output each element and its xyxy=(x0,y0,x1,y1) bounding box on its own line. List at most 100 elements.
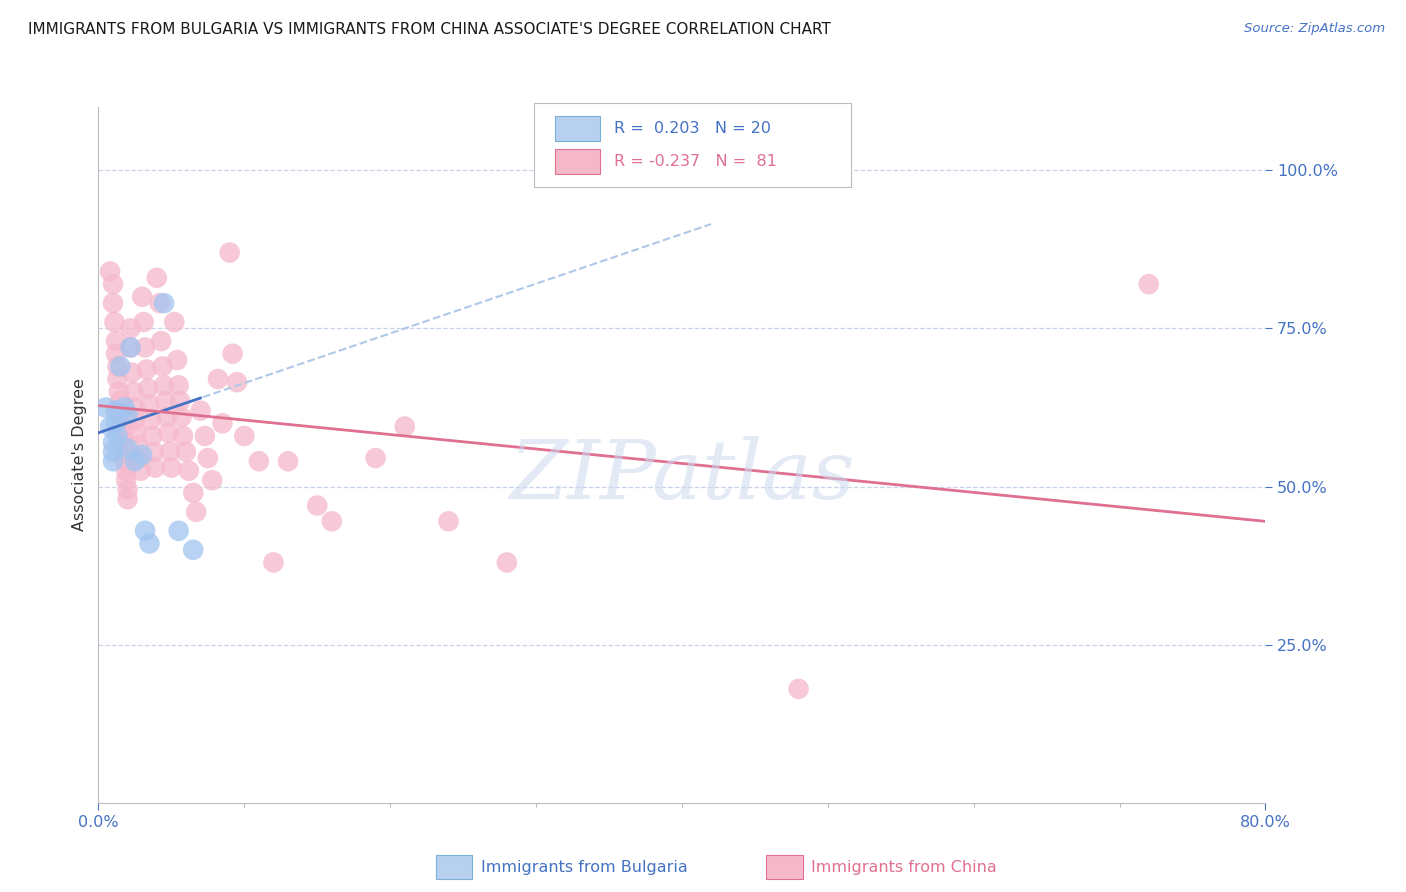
Point xyxy=(307,499,329,513)
Point xyxy=(153,378,176,392)
Text: R = -0.237   N =  81: R = -0.237 N = 81 xyxy=(614,154,778,169)
Point xyxy=(108,384,131,399)
Point xyxy=(1137,277,1160,292)
Point xyxy=(111,417,134,431)
Point xyxy=(114,454,136,468)
Point xyxy=(226,375,249,389)
Point xyxy=(134,340,156,354)
Point xyxy=(94,401,117,415)
Point xyxy=(104,417,127,431)
Point xyxy=(156,409,179,424)
Text: IMMIGRANTS FROM BULGARIA VS IMMIGRANTS FROM CHINA ASSOCIATE'S DEGREE CORRELATION: IMMIGRANTS FROM BULGARIA VS IMMIGRANTS F… xyxy=(28,22,831,37)
Point xyxy=(114,444,136,458)
Point xyxy=(112,435,135,450)
Point xyxy=(181,542,204,557)
Point xyxy=(143,460,166,475)
Point xyxy=(120,321,142,335)
Point xyxy=(277,454,299,468)
Point xyxy=(495,556,517,570)
Point xyxy=(122,384,145,399)
Point xyxy=(105,359,128,374)
Point xyxy=(186,505,208,519)
Point xyxy=(159,444,181,458)
Point xyxy=(152,359,174,374)
Point xyxy=(98,419,121,434)
Point xyxy=(166,353,188,368)
Point xyxy=(167,378,190,392)
Point xyxy=(129,464,152,478)
Point xyxy=(181,486,204,500)
Point xyxy=(124,413,146,427)
Point xyxy=(136,382,159,396)
Point xyxy=(121,366,143,380)
Point xyxy=(128,451,150,466)
Point xyxy=(247,454,270,468)
Point xyxy=(787,681,810,696)
Point xyxy=(117,492,139,507)
Text: R =  0.203   N = 20: R = 0.203 N = 20 xyxy=(614,121,772,136)
Point xyxy=(124,401,146,415)
Point xyxy=(149,296,172,310)
Point xyxy=(134,524,156,538)
Point xyxy=(131,290,153,304)
Point xyxy=(110,394,132,409)
Point xyxy=(437,514,460,528)
Point xyxy=(160,460,183,475)
Point xyxy=(157,425,180,440)
Point xyxy=(105,372,128,386)
Point xyxy=(110,359,132,374)
Point xyxy=(112,425,135,440)
Point xyxy=(114,401,136,415)
Point xyxy=(101,296,124,310)
Point xyxy=(104,334,127,348)
Point xyxy=(207,372,229,386)
Text: Immigrants from China: Immigrants from China xyxy=(811,860,997,874)
Point xyxy=(132,315,155,329)
Point xyxy=(127,438,149,452)
Point xyxy=(211,417,233,431)
Point xyxy=(262,556,284,570)
Point xyxy=(105,429,128,443)
Point xyxy=(117,442,139,456)
Point xyxy=(117,483,139,497)
Point xyxy=(125,425,148,440)
Text: Immigrants from Bulgaria: Immigrants from Bulgaria xyxy=(481,860,688,874)
Point xyxy=(141,429,163,443)
Text: ZIPatlas: ZIPatlas xyxy=(509,436,855,516)
Point xyxy=(221,347,243,361)
Point xyxy=(163,315,186,329)
Point xyxy=(101,277,124,292)
Point xyxy=(101,454,124,468)
Point xyxy=(115,473,138,487)
Point xyxy=(131,448,153,462)
Point xyxy=(170,409,193,424)
Point xyxy=(201,473,224,487)
Point xyxy=(321,514,343,528)
Point xyxy=(104,347,127,361)
Point xyxy=(167,524,190,538)
Point xyxy=(135,362,157,376)
Point xyxy=(146,270,169,285)
Point xyxy=(150,334,173,348)
Y-axis label: Associate's Degree: Associate's Degree xyxy=(72,378,87,532)
Point xyxy=(169,394,191,409)
Point xyxy=(364,451,387,466)
Point xyxy=(394,419,416,434)
Point xyxy=(139,413,162,427)
Point xyxy=(233,429,256,443)
Point xyxy=(124,454,146,468)
Point xyxy=(153,296,176,310)
Point xyxy=(110,407,132,421)
Point xyxy=(103,315,125,329)
Point xyxy=(194,429,217,443)
Point xyxy=(174,444,197,458)
Point xyxy=(104,403,127,417)
Point xyxy=(117,407,139,421)
Point xyxy=(138,536,160,550)
Text: Source: ZipAtlas.com: Source: ZipAtlas.com xyxy=(1244,22,1385,36)
Point xyxy=(190,403,212,417)
Point xyxy=(120,340,142,354)
Point xyxy=(98,264,121,278)
Point xyxy=(197,451,219,466)
Point xyxy=(120,340,142,354)
